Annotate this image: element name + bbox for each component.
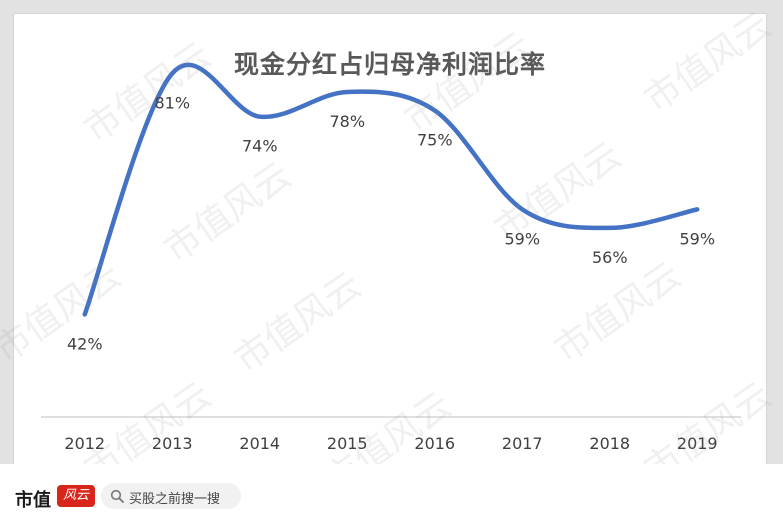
search-placeholder: 买股之前搜一搜 [129,492,221,507]
line-chart: 2012 2013 2014 2015 2016 2017 2018 2019 42% 81% 74… [41,62,741,453]
x-tick-label: 2015 [327,434,368,453]
data-label: 74% [242,137,278,156]
data-label: 56% [592,248,628,267]
data-label: 78% [329,112,365,131]
x-tick-label: 2012 [64,434,105,453]
chart-title: 现金分红占归母净利润比率 [233,50,546,79]
data-label: 59% [679,229,715,248]
chart-card: 现金分红占归母净利润比率 2012 2013 2014 2015 2016 2017 201… [0,5,779,501]
brand-seal: 风云 [57,485,95,507]
data-label: 59% [504,229,540,248]
x-tick-label: 2018 [589,434,630,453]
footer-bar: 市值 风云 买股之前搜一搜 [0,464,783,522]
brand-logo: 市值 [15,490,51,511]
x-tick-label: 2016 [414,434,455,453]
x-tick-label: 2014 [239,434,280,453]
series-line [82,62,700,317]
x-tick-label: 2019 [677,434,718,453]
data-label: 42% [67,334,103,353]
data-label: 81% [154,93,190,112]
x-tick-label: 2013 [152,434,193,453]
search-icon [110,489,124,503]
search-box[interactable]: 买股之前搜一搜 [101,483,241,509]
data-label: 75% [417,131,453,150]
x-tick-label: 2017 [502,434,543,453]
